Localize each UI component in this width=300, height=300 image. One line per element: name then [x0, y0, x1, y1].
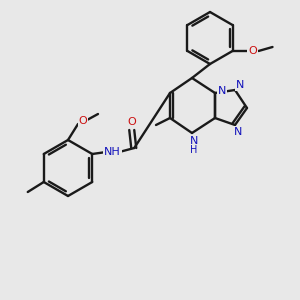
Text: N: N — [234, 127, 242, 137]
Text: N: N — [236, 80, 244, 90]
Text: N: N — [218, 86, 226, 96]
Text: O: O — [248, 46, 257, 56]
Text: NH: NH — [104, 147, 121, 157]
Text: N: N — [190, 136, 198, 146]
Text: H: H — [190, 145, 198, 155]
Text: O: O — [128, 117, 136, 127]
Text: O: O — [79, 116, 87, 126]
